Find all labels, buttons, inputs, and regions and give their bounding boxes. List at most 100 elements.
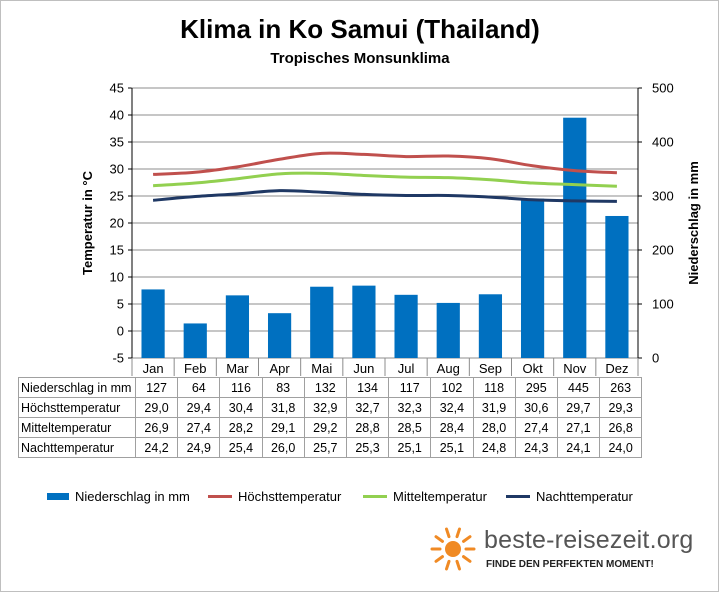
row-niederschlag: Niederschlag in mm 127 64 116 83 132 134 117 102… — [18, 377, 643, 398]
bar-niederschlag — [520, 198, 545, 358]
left-axis-tick-label: 0 — [117, 324, 124, 339]
line-hoechsttemperatur — [153, 151, 617, 176]
table-cell: 29,2 — [303, 417, 347, 438]
left-axis-tick-label: 35 — [110, 135, 124, 150]
table-cell: 28,5 — [388, 417, 432, 438]
table-cell: 24,9 — [177, 437, 221, 458]
table-cell: 30,6 — [514, 397, 558, 418]
left-axis-tick-label: 40 — [110, 108, 124, 123]
x-axis-tick-label: Aug — [437, 361, 460, 376]
left-axis-tick-label: 5 — [117, 297, 124, 312]
legend-label: Niederschlag in mm — [75, 488, 190, 504]
left-axis-tick-label: 30 — [110, 162, 124, 177]
table-cell: 26,9 — [134, 417, 179, 438]
legend-hoechsttemperatur: Höchsttemperatur — [208, 486, 341, 506]
row-label: Höchsttemperatur — [18, 397, 136, 418]
table-cell: 445 — [556, 377, 601, 398]
table-cell: 134 — [345, 377, 390, 398]
left-axis-tick-label: 25 — [110, 189, 124, 204]
table-cell: 29,3 — [599, 397, 643, 418]
table-cell: 83 — [261, 377, 305, 398]
table-cell: 127 — [134, 377, 179, 398]
table-cell: 24,2 — [134, 437, 179, 458]
x-axis-tick-label: Jan — [143, 361, 164, 376]
legend-swatch — [208, 494, 232, 498]
table-cell: 102 — [430, 377, 474, 398]
table-cell: 24,8 — [472, 437, 516, 458]
legend-swatch — [363, 494, 387, 498]
right-axis-title: Niederschlag in mm — [686, 161, 701, 285]
table-cell: 32,3 — [388, 397, 432, 418]
table-cell: 29,1 — [261, 417, 305, 438]
table-cell: 31,9 — [472, 397, 516, 418]
bar-niederschlag — [436, 302, 460, 358]
right-axis-tick-label: 400 — [652, 135, 674, 150]
x-axis-tick-label: Jul — [398, 361, 415, 376]
row-label: Nachttemperatur — [18, 437, 136, 458]
table-cell: 29,4 — [177, 397, 221, 418]
row-hoechsttemperatur: Höchsttemperatur 29,0 29,4 30,4 31,8 32,9 32,7… — [18, 397, 643, 418]
chart-subtitle: Tropisches Monsunklima — [270, 50, 450, 67]
bar-niederschlag — [352, 285, 376, 358]
row-mitteltemperatur: Mitteltemperatur 26,9 27,4 28,2 29,1 29,2 28,8… — [18, 417, 643, 438]
table-cell: 30,4 — [219, 397, 263, 418]
table-cell: 27,4 — [177, 417, 221, 438]
row-label: Mitteltemperatur — [18, 417, 136, 438]
table-cell: 24,1 — [556, 437, 601, 458]
chart-legend: Niederschlag in mm Höchsttemperatur Mittel… — [0, 486, 720, 506]
table-cell: 32,9 — [303, 397, 347, 418]
legend-niederschlag: Niederschlag in mm — [47, 486, 190, 506]
table-cell: 117 — [388, 377, 432, 398]
legend-label: Mitteltemperatur — [393, 488, 487, 504]
legend-label: Nachttemperatur — [536, 488, 633, 504]
table-cell: 24,0 — [599, 437, 643, 458]
table-cell: 28,0 — [472, 417, 516, 438]
bar-niederschlag — [394, 294, 418, 358]
table-cell: 27,4 — [514, 417, 558, 438]
chart-title: Klima in Ko Samui (Thailand) — [180, 14, 540, 44]
right-axis-tick-label: 500 — [652, 81, 674, 96]
legend-swatch — [47, 492, 69, 500]
bar-niederschlag — [225, 295, 250, 358]
bar-niederschlag — [478, 294, 503, 358]
x-axis-tick-label: Nov — [563, 361, 587, 376]
site-logo[interactable]: beste-reisezeit.org FINDE DEN PERFEKTEN … — [428, 522, 713, 584]
logo-text: beste-reisezeit.org — [484, 526, 694, 554]
left-axis-tick-label: 45 — [110, 81, 124, 96]
bar-niederschlag — [310, 286, 334, 358]
table-cell: 25,7 — [303, 437, 347, 458]
table-cell: 29,0 — [134, 397, 179, 418]
left-axis-tick-label: 15 — [110, 243, 124, 258]
bar-niederschlag — [267, 313, 292, 358]
sun-icon — [430, 527, 476, 571]
bar-niederschlag — [183, 323, 207, 358]
table-cell: 64 — [177, 377, 221, 398]
table-cell: 24,3 — [514, 437, 558, 458]
bar-niederschlag — [141, 289, 165, 358]
table-cell: 31,8 — [261, 397, 305, 418]
x-axis-tick-label: Mai — [311, 361, 332, 376]
table-cell: 25,1 — [388, 437, 432, 458]
table-cell: 32,4 — [430, 397, 474, 418]
table-cell: 28,8 — [345, 417, 390, 438]
table-cell: 132 — [303, 377, 347, 398]
data-table: Niederschlag in mm 127 64 116 83 132 134 117 102… — [18, 377, 643, 458]
left-axis-tick-label: -5 — [112, 351, 124, 366]
left-axis-title: Temperatur in °C — [80, 170, 95, 275]
table-cell: 25,4 — [219, 437, 263, 458]
x-axis-tick-label: Feb — [184, 361, 206, 376]
legend-swatch — [506, 494, 530, 498]
table-cell: 25,1 — [430, 437, 474, 458]
table-cell: 25,3 — [345, 437, 390, 458]
table-cell: 28,2 — [219, 417, 263, 438]
right-axis-tick-label: 100 — [652, 297, 674, 312]
line-nachttemperatur — [152, 189, 617, 203]
right-axis-tick-label: 0 — [652, 351, 659, 366]
bar-niederschlag — [605, 215, 629, 358]
climate-chart: -5 0 5 10 15 20 25 30 35 40 45 0 100 200 300 400 500 Jan F… — [80, 81, 701, 376]
table-cell: 32,7 — [345, 397, 390, 418]
x-axis-tick-label: Okt — [522, 361, 543, 376]
row-nachttemperatur: Nachttemperatur 24,2 24,9 25,4 26,0 25,7 25,3 2… — [18, 437, 643, 458]
x-axis-tick-label: Jun — [353, 361, 374, 376]
x-axis-tick-label: Mar — [226, 361, 249, 376]
